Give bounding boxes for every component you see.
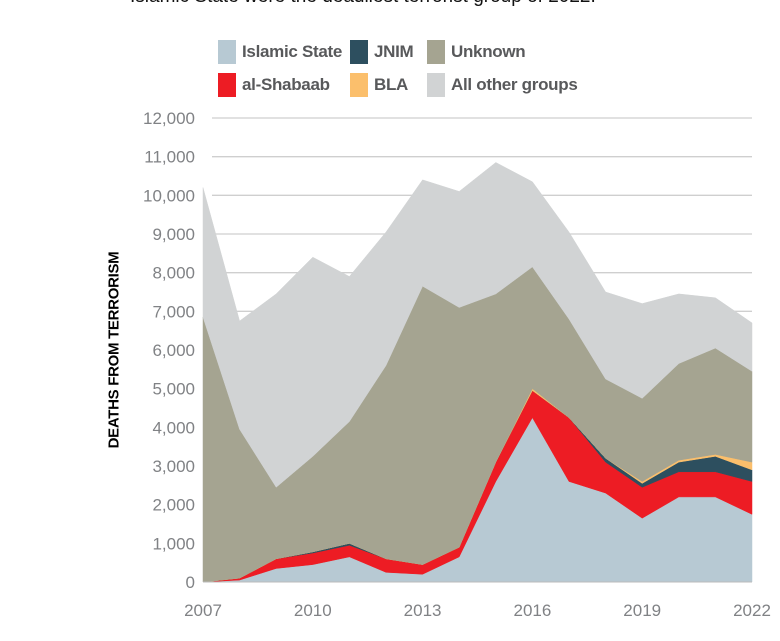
legend-item-al-shabaab: al-Shabaab [218, 73, 330, 97]
area-all-other-groups [202, 162, 753, 488]
legend-item-jnim: JNIM [350, 40, 414, 64]
x-tick-label: 2010 [294, 601, 332, 620]
x-tick-label: 2013 [404, 601, 442, 620]
legend-item-islamic-state: Islamic State [218, 40, 342, 64]
y-tick-label: 0 [186, 573, 195, 592]
x-tick-label: 2007 [184, 601, 222, 620]
y-tick-label: 10,000 [143, 186, 195, 205]
legend-swatch [427, 73, 445, 97]
chart-subtitle: Islamic State were the deadliest terrori… [130, 0, 596, 8]
y-tick-label: 1,000 [152, 534, 195, 553]
x-tick-label: 2019 [623, 601, 661, 620]
y-tick-label: 11,000 [144, 148, 195, 167]
legend-label: JNIM [374, 42, 414, 61]
legend-swatch [427, 40, 445, 64]
y-tick-label: 12,000 [143, 109, 195, 128]
legend-swatch [218, 40, 236, 64]
legend-label: All other groups [451, 75, 578, 94]
legend-item-bla: BLA [350, 73, 408, 97]
y-tick-label: 9,000 [152, 225, 195, 244]
y-tick-label: 4,000 [152, 418, 195, 437]
y-tick-label: 5,000 [152, 380, 195, 399]
legend-item-all-other-groups: All other groups [427, 73, 578, 97]
legend-label: Islamic State [242, 42, 343, 61]
y-tick-label: 7,000 [152, 302, 195, 321]
y-tick-label: 2,000 [152, 496, 195, 515]
legend-label: al-Shabaab [242, 75, 330, 94]
legend-swatch [350, 40, 368, 64]
legend-label: Unknown [451, 42, 526, 61]
x-tick-label: 2022 [733, 601, 771, 620]
legend-label: BLA [374, 75, 409, 94]
legend-swatch [350, 73, 368, 97]
y-tick-label: 6,000 [152, 341, 195, 360]
y-tick-label: 8,000 [152, 264, 195, 283]
legend-swatch [218, 73, 236, 97]
x-tick-label: 2016 [513, 601, 551, 620]
legend-item-unknown: Unknown [427, 40, 526, 64]
y-tick-label: 3,000 [152, 457, 195, 476]
